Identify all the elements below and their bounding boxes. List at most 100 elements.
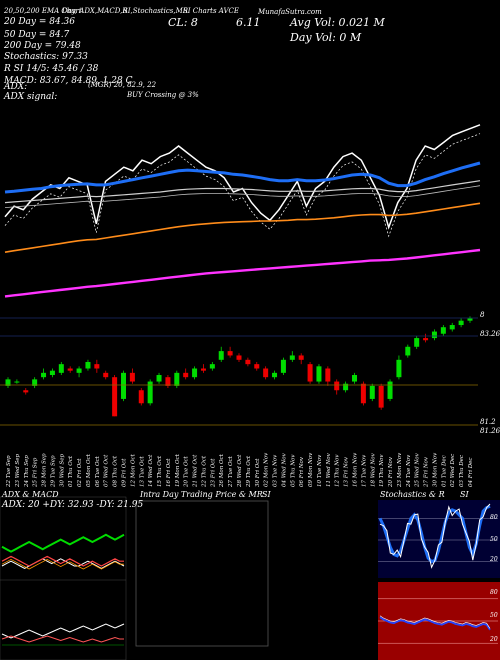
date-labels: 22 Tue Sep 23 Wed Sep 24 Thu Sep 25 Fri Sep… bbox=[6, 452, 474, 488]
date-label: 24 Thu Sep bbox=[24, 455, 30, 488]
candle-body bbox=[121, 372, 126, 399]
adx-values: ADX: 20 +DY: 32.93 -DY: 21.95 bbox=[2, 500, 144, 510]
candle-body bbox=[147, 381, 153, 404]
date-label: 01 Tue Dec bbox=[441, 455, 447, 487]
date-label: 08 Thu Oct bbox=[113, 455, 119, 487]
candle-body bbox=[156, 375, 162, 382]
price-axis-low1: 81.2 bbox=[480, 418, 496, 426]
candle-body bbox=[218, 351, 224, 360]
stoch-level-20: 20 bbox=[490, 556, 498, 563]
candle-body bbox=[23, 390, 29, 393]
date-label: 29 Tue Sep bbox=[50, 455, 56, 488]
candle-hlines bbox=[0, 317, 478, 426]
rsi-value: R SI 14/5: 45.46 / 38 bbox=[4, 64, 99, 74]
stoch-title: Stochastics & R bbox=[380, 490, 445, 499]
adx-lines bbox=[1, 533, 125, 570]
rsi-level-80: 80 bbox=[490, 589, 498, 596]
date-label: 26 Mon Oct bbox=[219, 453, 225, 488]
candle-body bbox=[103, 372, 109, 378]
candle-body bbox=[85, 361, 91, 369]
candle-body bbox=[209, 364, 215, 369]
date-label: 17 Tue Nov bbox=[361, 454, 367, 487]
candle-body bbox=[41, 372, 47, 378]
date-label: 10 Tue Nov bbox=[317, 454, 323, 487]
date-label: 28 Mon Sep bbox=[42, 453, 48, 488]
candle-body bbox=[192, 368, 198, 378]
date-label: 15 Thu Oct bbox=[157, 455, 163, 487]
date-label: 30 Mon Nov bbox=[432, 452, 438, 487]
candle-body bbox=[112, 377, 118, 417]
candle-body bbox=[245, 359, 251, 365]
candle-body bbox=[254, 364, 260, 369]
chart-title-2: Day, ADX,MACD,R bbox=[62, 7, 128, 15]
date-label: 09 Fri Oct bbox=[122, 458, 128, 487]
series-line-ema20 bbox=[4, 161, 481, 194]
stoch-lines bbox=[378, 503, 498, 569]
rsi-level-50: 50 bbox=[490, 612, 498, 619]
candle-body bbox=[405, 346, 411, 356]
date-label: 27 Tue Oct bbox=[228, 455, 234, 488]
date-label: 20 Fri Nov bbox=[388, 456, 394, 488]
candle-body bbox=[334, 381, 340, 391]
adx-line-adx bbox=[1, 558, 125, 569]
candle-body bbox=[325, 368, 331, 382]
ema20-label: 20 Day = 84.36 bbox=[4, 17, 76, 27]
day-vol-label: Day Vol: 0 M bbox=[290, 31, 362, 44]
candle-body bbox=[414, 338, 420, 347]
candle-body bbox=[5, 379, 11, 386]
candle-chart bbox=[5, 316, 473, 417]
date-label: 11 Wed Nov bbox=[326, 452, 332, 487]
macd-value: MACD: 83.67, 84.89, 1.28 C bbox=[4, 76, 133, 86]
candle-body bbox=[352, 375, 357, 382]
candle-body bbox=[431, 331, 437, 339]
date-label: 02 Wed Dec bbox=[450, 454, 456, 487]
buy-signal-text: BUY Crossing @ 3% bbox=[127, 91, 199, 99]
adx-line-mdi bbox=[1, 555, 124, 567]
series-line-ema100 bbox=[4, 202, 481, 253]
adx-line-pdi bbox=[1, 533, 125, 553]
chart-title-1: 20,50,200 EMA Chart bbox=[4, 7, 82, 15]
adx-macd-panel bbox=[0, 496, 127, 660]
rsi-level-20: 20 bbox=[490, 636, 498, 643]
stoch-bg bbox=[378, 500, 500, 578]
macd-line bbox=[1, 623, 125, 639]
intraday-title: Intra Day Trading Price & MR bbox=[140, 490, 263, 499]
stoch-rsi-panel bbox=[378, 500, 500, 660]
date-label: 04 Fri Dec bbox=[468, 458, 474, 487]
candle-body bbox=[165, 377, 171, 386]
date-label: 02 Mon Nov bbox=[264, 452, 270, 487]
stoch-level-80: 80 bbox=[490, 514, 498, 521]
date-label: 09 Mon Nov bbox=[308, 452, 314, 487]
series-line-price-dotted bbox=[4, 133, 481, 238]
close-label: CL: 8 bbox=[168, 16, 198, 29]
candle-body bbox=[280, 359, 286, 373]
date-label: 05 Thu Nov bbox=[290, 454, 296, 487]
candle-body bbox=[94, 364, 100, 369]
adx-panel-frame bbox=[0, 496, 127, 660]
date-label: 19 Thu Nov bbox=[379, 454, 385, 487]
date-label: 24 Tue Nov bbox=[406, 454, 412, 488]
date-label: 04 Wed Nov bbox=[281, 452, 287, 487]
date-label: 22 Thu Oct bbox=[201, 455, 207, 488]
date-label: 12 Thu Nov bbox=[335, 454, 341, 487]
macd-signal-line bbox=[1, 635, 124, 643]
candle-body bbox=[227, 351, 233, 356]
ema50-label: 50 Day = 84.7 bbox=[4, 30, 70, 40]
mrsi-text: (MGR) 20, 82.9, 22 bbox=[88, 81, 157, 89]
date-label: 30 Wed Sep bbox=[59, 454, 65, 487]
price-axis-mid: 83.26 bbox=[480, 330, 500, 338]
candle-body bbox=[67, 368, 73, 371]
intraday-si: SI bbox=[262, 490, 271, 499]
date-label: 18 Wed Nov bbox=[370, 452, 376, 487]
date-label: 20 Tue Oct bbox=[184, 455, 190, 488]
date-label: 12 Mon Oct bbox=[130, 453, 136, 487]
candle-body bbox=[298, 355, 304, 360]
stoch-level-50: 50 bbox=[490, 536, 498, 543]
series-line-ema50-band bbox=[4, 185, 481, 208]
date-label: 06 Fri Nov bbox=[299, 456, 305, 487]
candle-body bbox=[49, 370, 55, 376]
date-label: 23 Wed Sep bbox=[15, 454, 21, 488]
candle-body bbox=[316, 366, 322, 382]
series-line-ema200 bbox=[4, 248, 481, 298]
